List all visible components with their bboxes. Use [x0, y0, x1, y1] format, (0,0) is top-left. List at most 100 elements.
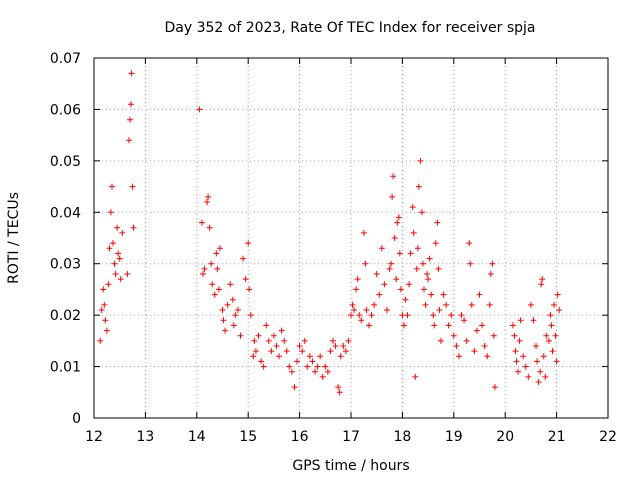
y-tick-label: 0.02 — [50, 308, 81, 324]
data-point — [124, 271, 131, 277]
data-point — [533, 343, 540, 349]
data-point — [381, 281, 388, 288]
data-point — [336, 389, 343, 396]
data-point — [209, 281, 216, 288]
tick-layer: 12 13 14 15 16 17 18 19 20 21 22 0 0.01 0.02 0.03 0.04 0… — [50, 51, 617, 445]
data-point — [196, 106, 203, 113]
data-point — [299, 348, 306, 355]
data-point — [415, 183, 422, 190]
data-point — [294, 358, 301, 365]
data-point — [119, 229, 126, 236]
data-point — [440, 291, 447, 298]
data-point — [453, 343, 460, 349]
data-point — [335, 384, 342, 391]
data-point — [399, 312, 406, 319]
y-tick-label: 0.01 — [50, 360, 81, 376]
data-point — [125, 137, 132, 144]
data-point — [515, 368, 522, 375]
data-point — [430, 312, 437, 319]
data-point — [458, 312, 465, 319]
data-point — [463, 337, 470, 344]
data-point — [351, 307, 358, 313]
data-point — [512, 348, 519, 355]
data-point — [513, 358, 520, 365]
data-point — [362, 260, 369, 267]
y-tick-label: 0.04 — [50, 205, 81, 221]
data-point — [98, 307, 105, 313]
data-point — [201, 265, 208, 272]
data-point — [537, 368, 544, 375]
data-point — [422, 301, 429, 308]
data-point — [301, 337, 308, 344]
data-point — [115, 250, 122, 257]
data-point — [260, 363, 267, 370]
data-point — [230, 322, 237, 329]
data-point — [386, 265, 393, 272]
data-point — [270, 332, 277, 339]
data-point — [340, 343, 347, 349]
data-point — [247, 312, 254, 319]
data-point — [435, 265, 442, 272]
data-point — [215, 286, 222, 293]
data-point — [234, 307, 241, 313]
data-point — [479, 322, 486, 329]
data-point — [388, 260, 395, 267]
data-point — [237, 332, 244, 339]
data-point — [216, 245, 223, 252]
data-point — [356, 312, 363, 319]
data-point — [383, 307, 390, 313]
data-point — [436, 307, 443, 313]
data-point — [391, 235, 398, 241]
data-point — [263, 322, 270, 329]
data-point — [509, 322, 516, 329]
data-point — [543, 332, 550, 339]
data-point — [407, 250, 414, 257]
x-tick-label: 19 — [445, 429, 463, 445]
data-point — [547, 312, 554, 319]
data-point — [358, 317, 365, 324]
data-point — [530, 317, 537, 324]
data-point — [461, 317, 468, 324]
data-point — [428, 291, 435, 298]
data-point — [545, 337, 552, 344]
y-tick-label: 0.03 — [50, 257, 81, 273]
data-point — [322, 363, 329, 370]
data-point — [251, 337, 258, 344]
data-point — [365, 322, 372, 329]
data-point — [432, 240, 439, 247]
data-point — [402, 296, 409, 303]
data-point — [373, 271, 380, 277]
data-point — [130, 224, 137, 231]
data-point — [265, 337, 272, 344]
y-tick-label: 0.06 — [50, 102, 81, 118]
data-point — [245, 240, 252, 247]
data-point — [511, 332, 518, 339]
data-point — [554, 291, 561, 298]
data-point — [332, 343, 339, 349]
data-point — [349, 301, 356, 308]
data-point — [110, 240, 117, 247]
data-point — [420, 286, 427, 293]
data-point — [278, 327, 285, 334]
data-point — [250, 353, 257, 360]
data-point — [100, 286, 107, 293]
data-point — [116, 255, 123, 262]
data-point — [491, 384, 498, 391]
data-point — [393, 276, 400, 283]
data-point — [348, 312, 354, 319]
data-point — [128, 101, 135, 108]
data-point — [517, 317, 524, 324]
data-point — [309, 358, 316, 365]
data-point — [286, 363, 293, 370]
data-point — [445, 322, 452, 329]
data-point — [242, 276, 249, 283]
data-point — [395, 214, 402, 221]
data-point — [368, 312, 375, 319]
x-tick-label: 12 — [85, 429, 103, 445]
data-point — [354, 276, 361, 283]
chart-title: Day 352 of 2023, Rate Of TEC Index for r… — [164, 20, 535, 36]
data-point — [413, 265, 420, 272]
data-point — [476, 291, 483, 298]
data-point — [471, 348, 478, 355]
